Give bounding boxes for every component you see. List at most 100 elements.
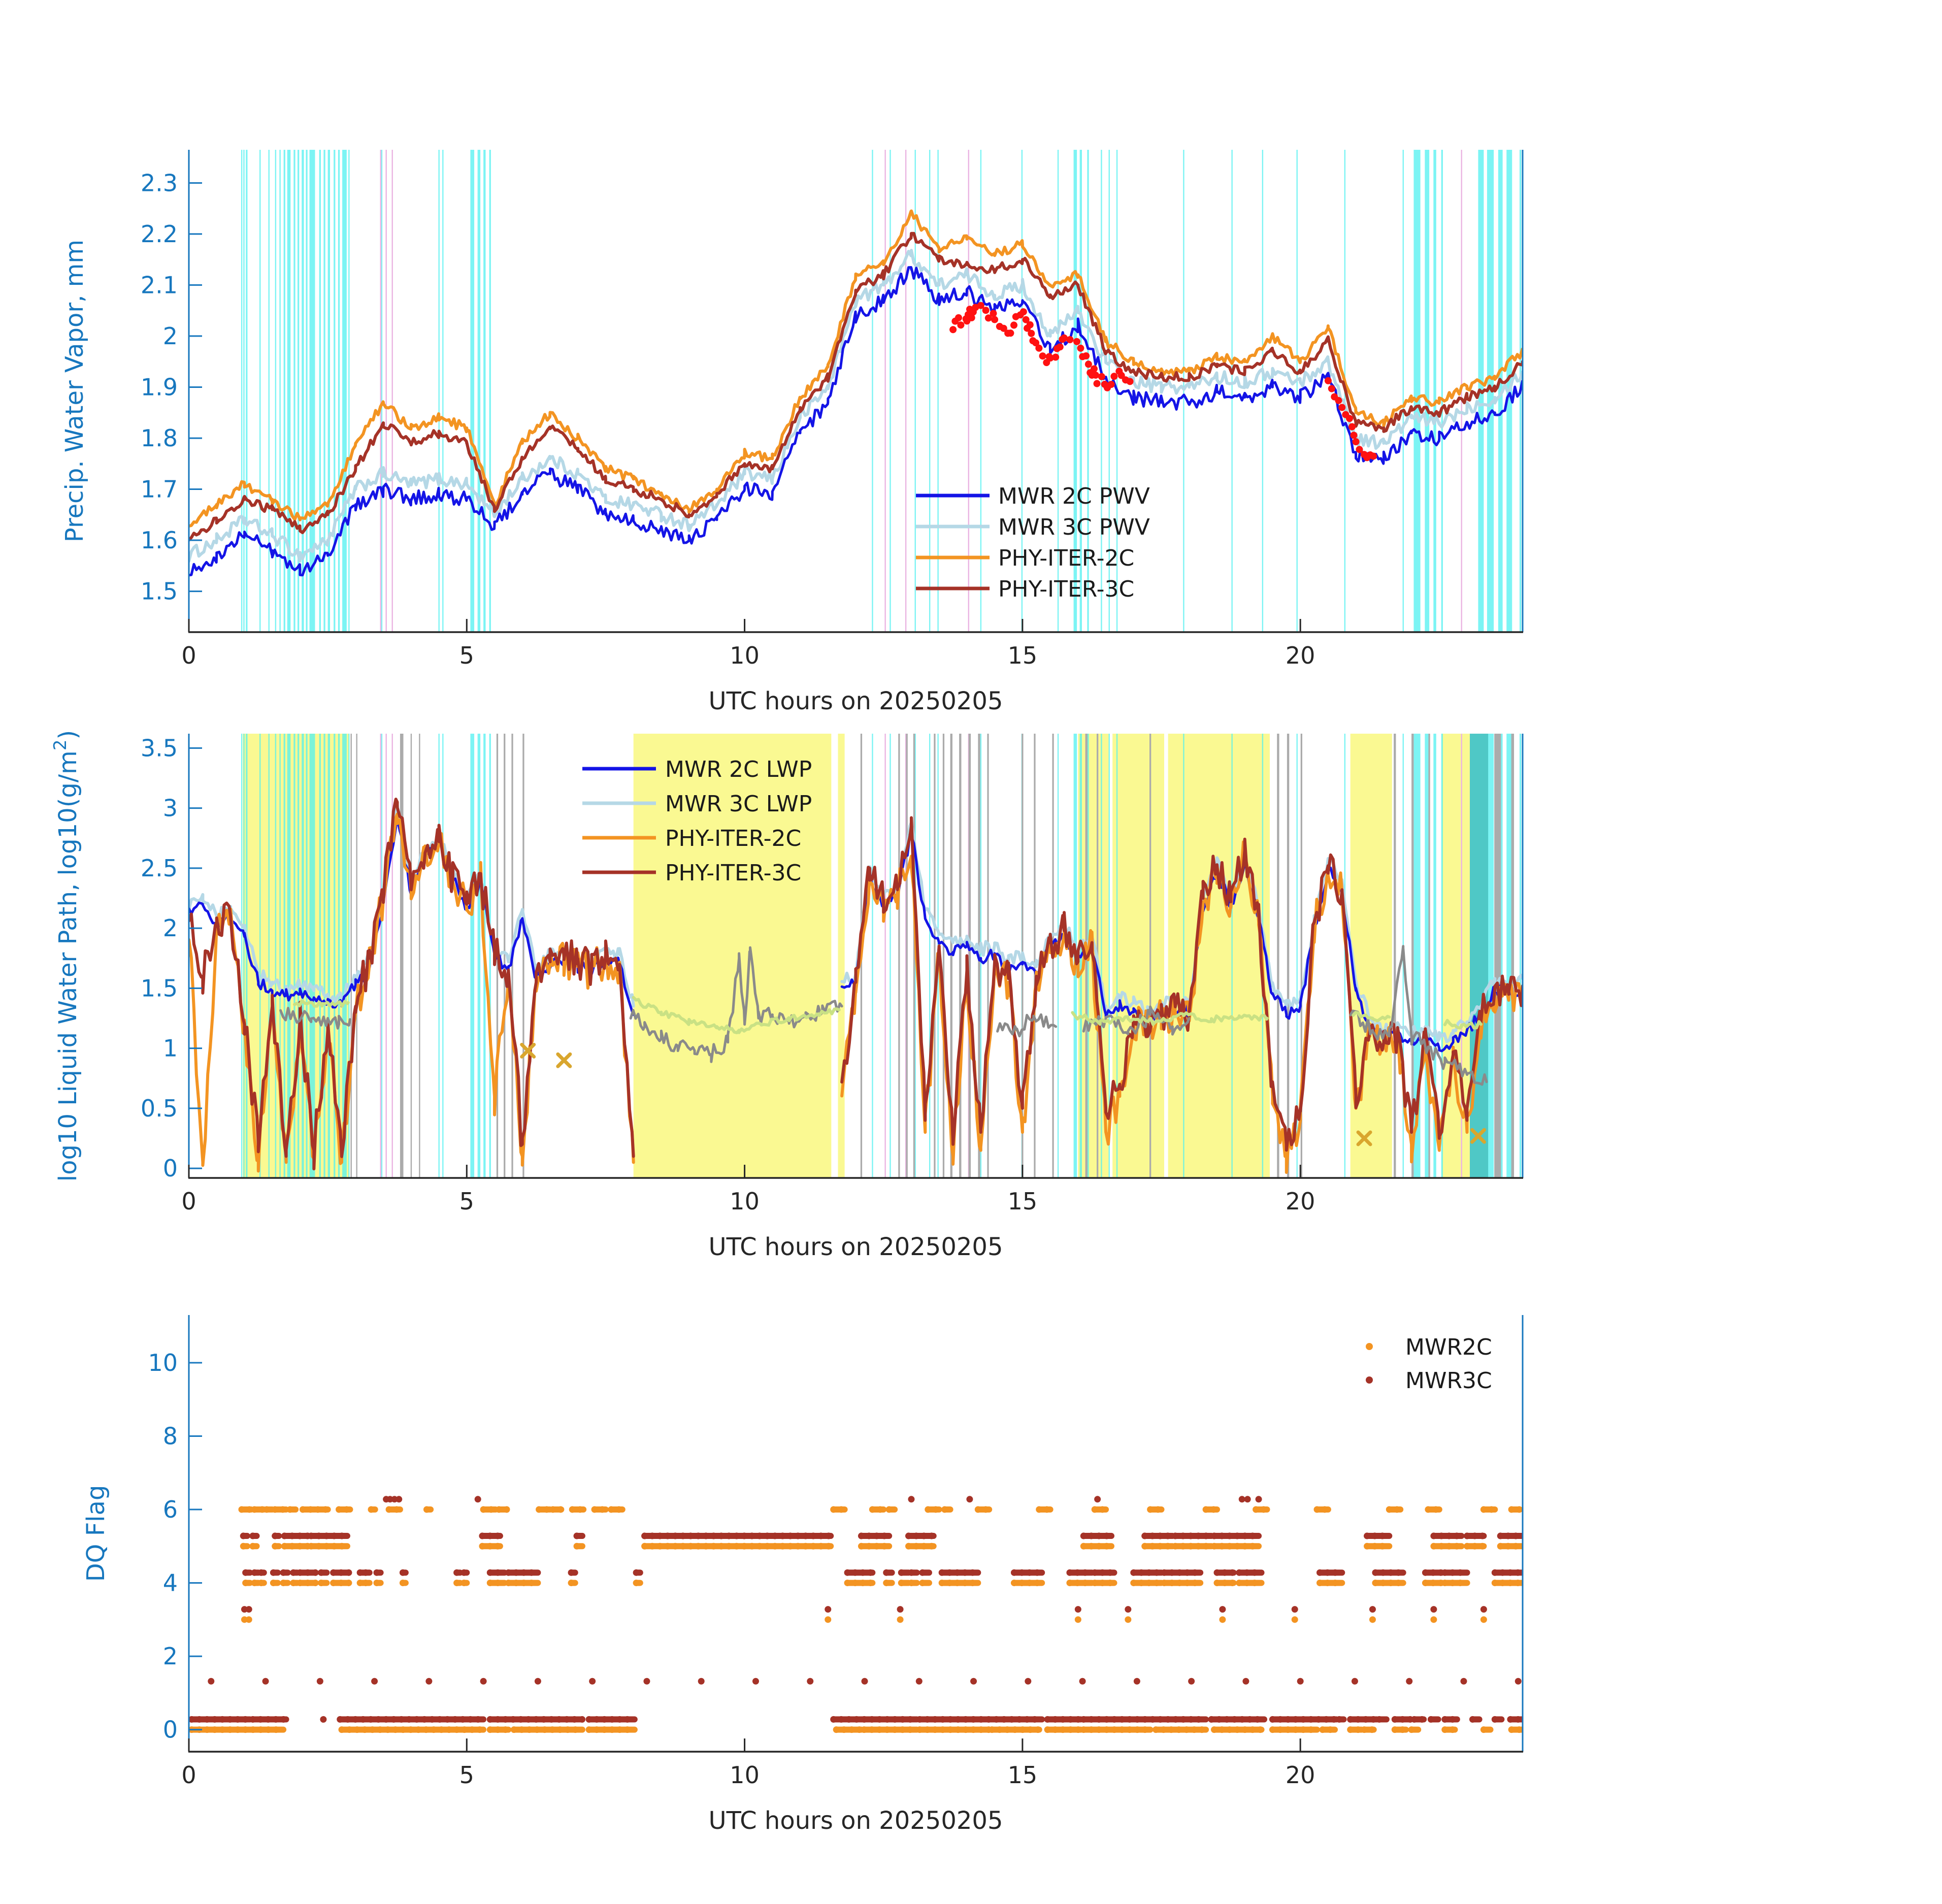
- x-tick-label: 5: [459, 1188, 474, 1215]
- pink-flag-band: [905, 150, 907, 632]
- legend-swatch-mwr3c: [1366, 1376, 1373, 1384]
- teal-flag-band: [1470, 734, 1489, 1178]
- gray-flag-band: [934, 734, 936, 1178]
- dq-dot-mwr2c: [1430, 1616, 1437, 1623]
- x-tick-label: 5: [459, 1761, 474, 1789]
- cyan-flag-band: [241, 150, 243, 632]
- cyan-flag-band: [477, 150, 481, 632]
- dq-dot-mwr3c: [966, 1496, 973, 1503]
- cyan-flag-band: [1433, 734, 1436, 1178]
- cyan-flag-band: [275, 734, 277, 1178]
- cyan-flag-band: [319, 150, 321, 632]
- cyan-flag-band: [327, 150, 331, 632]
- y-tick-label: 1.9: [141, 373, 178, 401]
- pink-flag-band: [884, 150, 886, 632]
- cyan-flag-band: [1101, 734, 1102, 1178]
- legend-label: PHY-ITER-2C: [665, 826, 801, 851]
- dq-dot-mwr3c: [861, 1678, 868, 1685]
- dq-dot-mwr3c: [970, 1678, 977, 1685]
- cyan-flag-band: [470, 734, 475, 1178]
- y-tick-label: 0: [163, 1716, 178, 1744]
- dq-dot-mwr3c: [425, 1678, 433, 1685]
- yellow-flag-band: [243, 734, 349, 1178]
- gray-flag-band: [410, 734, 412, 1178]
- x-marker: [1470, 1128, 1486, 1144]
- cyan-flag-band: [1519, 734, 1522, 1178]
- cyan-flag-band: [1073, 150, 1077, 632]
- dq-dot-mwr2c: [1125, 1616, 1132, 1623]
- x-axis-label: UTC hours on 20250205: [709, 687, 1003, 715]
- x-tick-label: 10: [730, 1188, 760, 1215]
- gray-flag-band: [1034, 734, 1036, 1178]
- cyan-flag-band: [890, 734, 891, 1178]
- cyan-flag-band: [259, 150, 261, 632]
- cyan-flag-band: [1425, 150, 1430, 632]
- dq-dot-mwr3c: [1244, 1496, 1251, 1503]
- dq-dot-mwr3c: [474, 1496, 481, 1503]
- cyan-flag-band: [1441, 734, 1443, 1178]
- cyan-flag-band: [243, 734, 245, 1178]
- cyan-flag-band: [1231, 150, 1233, 632]
- cyan-flag-band: [279, 734, 281, 1178]
- x-tick-label: 20: [1286, 1761, 1315, 1789]
- cyan-flag-band: [980, 734, 982, 1178]
- y-axis-label: DQ Flag: [82, 1485, 110, 1582]
- cyan-flag-band: [980, 150, 982, 632]
- x-marker: [520, 1042, 536, 1059]
- gray-flag-band: [522, 734, 524, 1178]
- dq-dot-mwr3c: [1219, 1606, 1226, 1613]
- cyan-flag-band: [1183, 150, 1184, 632]
- cyan-flag-band: [279, 150, 281, 632]
- cyan-flag-band: [1413, 734, 1421, 1178]
- x-marker: [556, 1052, 572, 1068]
- dq-dot-mwr3c: [262, 1678, 269, 1685]
- dq-dot-mwr2c: [1369, 1616, 1376, 1623]
- dq-dot-mwr3c: [1430, 1606, 1437, 1613]
- dq-dot-mwr3c: [1480, 1606, 1487, 1613]
- gray-flag-band: [950, 734, 952, 1178]
- panel-lwp: 0 0.5 1 1.5 2 2.5 3 3.5 0 5 10 15 20 UTC hours on 202…: [50, 730, 1524, 1261]
- legend-swatch-mwr2c: [1366, 1343, 1373, 1350]
- dq-dot-mwr3c: [1351, 1678, 1358, 1685]
- dq-dot-mwr3c: [897, 1606, 904, 1613]
- gray-flag-band: [419, 734, 420, 1178]
- gray-flag-band: [1411, 734, 1414, 1178]
- plot-area-lwp: [189, 734, 1523, 1178]
- dq-dot-mwr3c: [589, 1678, 596, 1685]
- y-axis-label: log10 Liquid Water Path, log10(g/m2): [50, 730, 82, 1181]
- cyan-flag-band: [297, 734, 300, 1178]
- cyan-flag-band: [338, 734, 340, 1178]
- legend-label: PHY-ITER-2C: [998, 545, 1134, 571]
- yellow-flag-band: [1112, 734, 1164, 1178]
- cyan-flag-band: [293, 150, 295, 632]
- cyan-flag-band: [268, 734, 270, 1178]
- cyan-flag-band: [297, 150, 300, 632]
- dq-dot-mwr2c: [897, 1616, 904, 1623]
- dq-dot-mwr3c: [1094, 1496, 1101, 1503]
- x-tick-label: 0: [181, 1761, 196, 1789]
- cyan-flag-band: [348, 150, 350, 632]
- y-tick-label: 2: [163, 914, 178, 942]
- yellow-flag-band: [1168, 734, 1270, 1178]
- pink-flag-band: [380, 150, 381, 632]
- y-tick-label: 1.5: [141, 578, 178, 605]
- cyan-flag-band: [1101, 150, 1102, 632]
- cyan-flag-band: [283, 150, 285, 632]
- cyan-flag-band: [1262, 150, 1264, 632]
- dq-dot-mwr3c: [1255, 1496, 1262, 1503]
- cyan-flag-band: [287, 734, 291, 1178]
- dq-dot-mwr3c: [1074, 1606, 1081, 1613]
- dq-dot-mwr3c: [1369, 1606, 1376, 1613]
- y-tick-label: 3.5: [141, 734, 178, 762]
- cyan-flag-band: [323, 734, 325, 1178]
- y-tick-label: 0.5: [141, 1095, 178, 1122]
- gray-flag-band: [898, 734, 900, 1178]
- y-tick-label: 4: [163, 1569, 178, 1597]
- legend-label: MWR 2C PWV: [998, 483, 1150, 509]
- gray-flag-band: [356, 734, 357, 1178]
- x-tick-label: 15: [1008, 1761, 1038, 1789]
- pink-flag-band: [380, 734, 381, 1178]
- legend-pwv: MWR 2C PWV MWR 3C PWV PHY-ITER-2C PHY-ITER-…: [916, 483, 1150, 602]
- dq-dot-mwr3c: [1238, 1496, 1245, 1503]
- y-tick-label: 8: [163, 1422, 178, 1450]
